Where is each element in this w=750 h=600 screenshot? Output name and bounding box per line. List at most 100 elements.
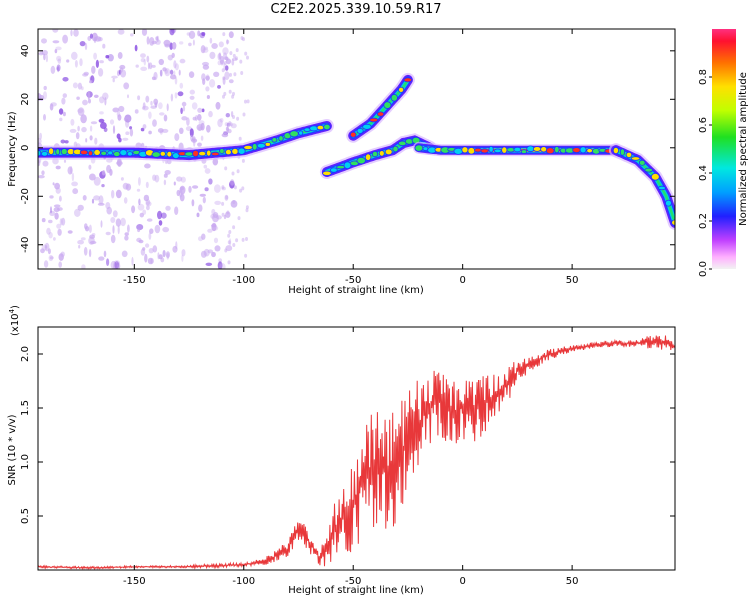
spectrogram-noise-cell [115,262,121,269]
spectrogram-noise-cell [113,261,117,269]
spectrogram-ridge-blob [532,146,542,152]
spectrogram-noise-cell [120,69,127,78]
spectrogram-noise-cell [170,74,177,80]
spectrogram-noise-cell [241,237,245,242]
spectrogram-noise-cell [229,51,233,56]
snr-y-tick-label: 0.5 [20,508,31,524]
spectrogram-noise-cell [143,58,146,66]
spectrogram-noise-cell [166,103,169,112]
spectrogram-noise-cell [199,193,206,197]
spectrogram-noise-cell [88,98,91,104]
spectrogram-noise-cell [232,225,236,230]
spectrogram-noise-cell [165,251,170,258]
spectrogram-noise-cell [224,166,228,171]
spectrogram-noise-cell [39,132,42,140]
spectrogram-noise-cell [134,44,138,52]
spectrogram-noise-cell [73,29,79,37]
spectrogram-noise-cell [219,56,225,65]
spectrogram-ridge-blob [166,150,173,158]
spectrogram-y-tick-label: -20 [20,188,31,204]
spectrogram-ridge-blob [119,149,128,157]
spectrogram-noise-cell [197,142,202,147]
spectrogram-noise-cell [143,194,150,202]
spectrogram-noise-cell [122,137,129,141]
spectrogram-noise-cell [81,126,87,133]
spectrogram-noise-cell [171,52,175,59]
spectrogram-noise-cell [174,92,178,99]
spectrogram-ridge-blob [378,150,385,157]
spectrogram-noise-cell [110,234,116,244]
spectrogram-noise-cell [139,212,144,218]
spectrogram-noise-cell [89,125,93,132]
spectrogram-noise-cell [172,245,178,253]
spectrogram-noise-cell [206,95,210,99]
spectrogram-noise-cell [77,125,80,132]
spectrogram-noise-cell [179,58,186,64]
snr-multiplier: (x104) [8,305,21,336]
snr-plot-area [38,335,675,570]
spectrogram-noise-cell [56,55,62,62]
spectrogram-noise-cell [188,185,192,193]
spectrogram-noise-cell [182,105,186,112]
spectrogram-noise-cell [111,75,118,79]
spectrogram-noise-cell [43,114,46,121]
spectrogram-noise-cell [159,69,163,77]
spectrogram-noise-cell [135,64,139,68]
colorbar-tick-label: 0.0 [698,261,709,277]
spectrogram-noise-cell [46,227,51,235]
spectrogram-noise-cell [200,45,206,54]
spectrogram-noise-cell [77,82,82,90]
spectrogram-noise-cell [138,198,141,206]
spectrogram-noise-cell [196,212,200,218]
spectrogram-noise-cell [102,43,106,49]
spectrogram-noise-cell [214,184,221,193]
spectrogram-noise-cell [192,185,199,189]
spectrogram-noise-cell [211,43,218,49]
spectrogram-noise-cell [188,71,195,78]
spectrogram-noise-cell [180,107,183,115]
spectrogram-noise-cell [88,164,92,170]
spectrogram-noise-cell [94,137,98,145]
spectrogram-ridge-blob [540,146,548,153]
spectrogram-noise-cell [106,158,113,163]
spectrogram-noise-cell [152,174,157,181]
spectrogram-noise-cell [85,226,90,232]
spectrogram-noise-cell [117,29,125,35]
spectrogram-ridge-blob [619,148,626,156]
spectrogram-noise-cell [85,138,88,143]
spectrogram-x-tick-label: 50 [566,275,579,286]
spectrogram-noise-cell [174,63,179,71]
spectrogram-noise-cell [100,220,103,228]
spectrogram-noise-cell [114,261,120,269]
spectrogram-noise-cell [208,110,213,118]
spectrogram-noise-cell [174,133,180,142]
spectrogram-noise-cell [189,128,194,138]
spectrogram-noise-cell [105,231,111,236]
spectrogram-noise-cell [172,42,177,50]
spectrogram-noise-cell [173,181,176,186]
spectrogram-noise-cell [196,124,203,131]
spectrogram-noise-cell [136,224,144,231]
page-title: C2E2.2025.339.10.59.R17 [270,2,442,17]
spectrogram-y-tick-label: -40 [20,237,31,253]
spectrogram-noise-cell [140,127,145,132]
spectrogram-noise-cell [244,99,247,104]
spectrogram-noise-cell [59,218,63,226]
spectrogram-noise-cell [221,185,225,190]
spectrogram-noise-cell [117,225,120,235]
spectrogram-noise-cell [221,68,225,73]
spectrogram-noise-cell [239,188,243,193]
spectrogram-ridge-blob [256,142,266,149]
spectrogram-ridge-blob [453,147,464,155]
spectrogram-noise-cell [162,250,166,258]
spectrogram-noise-cell [93,52,97,60]
spectrogram-noise-cell [123,82,130,90]
spectrogram-noise-cell [40,248,45,254]
spectrogram-noise-cell [72,188,79,195]
spectrogram-noise-cell [93,36,97,44]
snr-y-axis-label: SNR (10 * v/v) [7,414,18,485]
spectrogram-noise-cell [97,202,105,206]
spectrogram-ridge-blob [211,151,220,157]
spectrogram-noise-cell [223,91,227,96]
spectrogram-noise-cell [226,39,230,44]
